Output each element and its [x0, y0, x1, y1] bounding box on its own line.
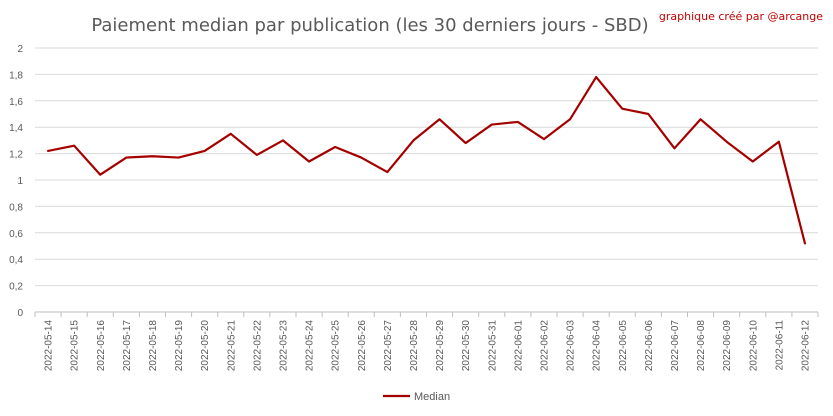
- x-tick-label: 2022-06-10: [748, 320, 759, 372]
- x-tick-label: 2022-05-16: [96, 320, 107, 372]
- x-tick-label: 2022-05-17: [122, 320, 133, 372]
- x-axis-tick-labels: 2022-05-14 2022-05-15 2022-05-16 2022-05-17…: [44, 320, 812, 372]
- y-tick-label: 1,6: [9, 97, 23, 108]
- x-tick-label: 2022-05-21: [226, 320, 237, 372]
- x-tick-label: 2022-05-20: [200, 320, 211, 372]
- y-axis-tick-labels: 0 0,2 0,4 0,6 0,8 1 1,2 1,4 1,6 1,8 2: [9, 44, 23, 319]
- x-tick-label: 2022-06-09: [722, 320, 733, 372]
- x-tick-label: 2022-05-22: [252, 320, 263, 372]
- legend-label-median: Median: [414, 391, 450, 403]
- y-tick-label: 0,4: [9, 255, 23, 266]
- x-tick-label: 2022-05-31: [487, 320, 498, 372]
- y-tick-label: 0: [17, 308, 23, 319]
- y-tick-label: 0,6: [9, 229, 23, 240]
- y-tick-label: 0,2: [9, 282, 23, 293]
- x-tick-label: 2022-06-12: [800, 320, 811, 372]
- x-tick-label: 2022-06-01: [513, 320, 524, 372]
- y-tick-label: 1,8: [9, 70, 23, 81]
- y-tick-label: 1,2: [9, 150, 23, 161]
- chart-credit: graphique créé par @arcange: [659, 10, 823, 23]
- x-tick-label: 2022-05-23: [278, 320, 289, 372]
- y-tick-label: 1: [17, 176, 23, 187]
- x-tick-label: 2022-06-07: [670, 320, 681, 372]
- x-tick-label: 2022-06-02: [539, 320, 550, 372]
- x-tick-label: 2022-06-06: [644, 320, 655, 372]
- x-tick-label: 2022-06-11: [774, 320, 785, 371]
- x-tick-label: 2022-06-03: [566, 320, 577, 372]
- gridlines: [34, 47, 819, 317]
- series-median: [46, 75, 807, 245]
- y-tick-label: 2: [17, 44, 23, 55]
- x-tick-label: 2022-05-19: [174, 320, 185, 372]
- x-tick-label: 2022-05-30: [461, 320, 472, 372]
- x-tick-label: 2022-05-15: [70, 320, 81, 372]
- x-tick-label: 2022-05-27: [383, 320, 394, 372]
- x-tick-label: 2022-05-14: [44, 320, 55, 372]
- median-line: [46, 75, 807, 245]
- y-tick-label: 0,8: [9, 202, 23, 213]
- x-tick-label: 2022-05-28: [409, 320, 420, 372]
- chart-title: Paiement median par publication (les 30 …: [91, 15, 648, 36]
- x-tick-label: 2022-05-24: [305, 320, 316, 372]
- x-tick-label: 2022-05-18: [148, 320, 159, 372]
- x-tick-label: 2022-05-25: [331, 320, 342, 372]
- x-tick-label: 2022-06-08: [696, 320, 707, 372]
- y-tick-label: 1,4: [9, 123, 23, 134]
- x-tick-label: 2022-06-05: [618, 320, 629, 372]
- legend: Median: [383, 391, 450, 403]
- x-tick-label: 2022-05-26: [357, 320, 368, 372]
- x-tick-label: 2022-05-29: [435, 320, 446, 372]
- x-tick-label: 2022-06-04: [592, 320, 603, 372]
